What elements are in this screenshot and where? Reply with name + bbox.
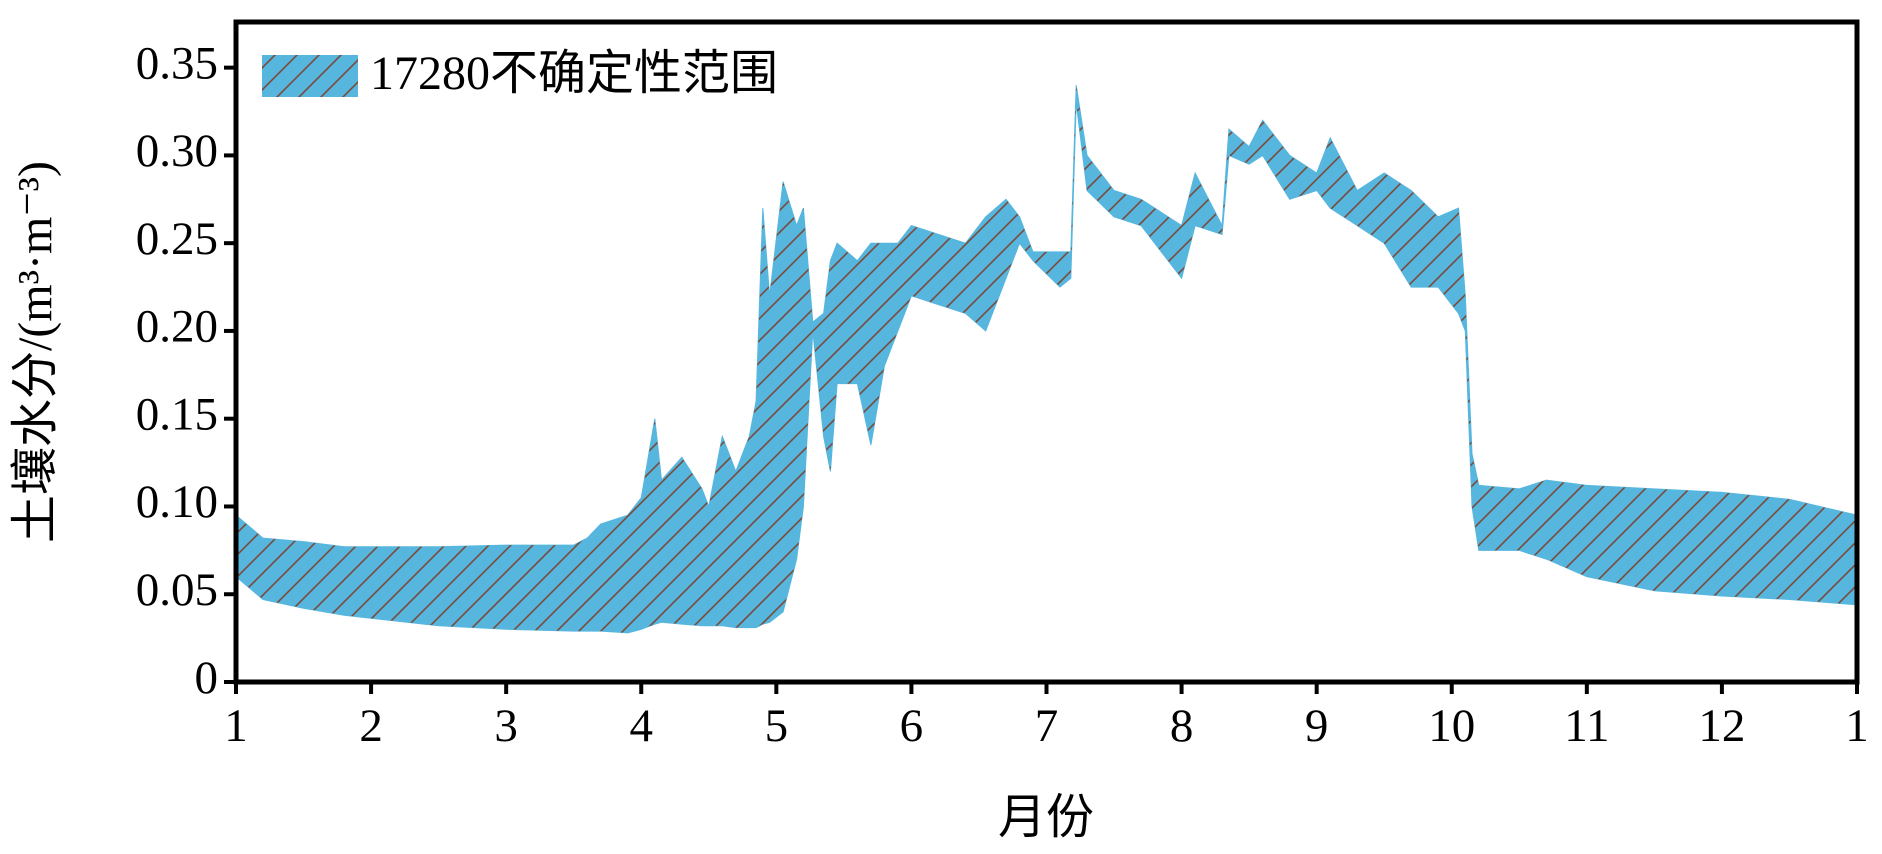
- y-tick-label: 0.15: [136, 388, 218, 440]
- band-hatch: [236, 85, 1857, 633]
- x-tick-label: 10: [1428, 700, 1475, 752]
- y-tick-label: 0.35: [136, 37, 218, 89]
- x-tick-label: 1: [224, 700, 248, 752]
- y-tick-label: 0.10: [136, 476, 218, 528]
- x-tick-label: 3: [494, 700, 518, 752]
- x-tick-label: 12: [1698, 700, 1745, 752]
- x-tick-label: 4: [630, 700, 654, 752]
- x-axis-label: 月份: [998, 791, 1094, 844]
- y-tick-label: 0.20: [136, 301, 218, 353]
- legend-label: 17280不确定性范围: [370, 47, 778, 100]
- y-tick-label: 0.05: [136, 564, 218, 616]
- x-tick-label: 7: [1035, 700, 1059, 752]
- x-tick-label: 1: [1845, 700, 1869, 752]
- y-tick-label: 0.30: [136, 125, 218, 177]
- x-tick-label: 5: [765, 700, 789, 752]
- x-tick-label: 8: [1170, 700, 1194, 752]
- y-axis-label: 土壤水分/(m³·m⁻³): [9, 161, 62, 543]
- x-tick-label: 6: [900, 700, 924, 752]
- plot-area: [235, 85, 1858, 634]
- x-tick-label: 11: [1564, 700, 1609, 752]
- x-tick-label: 2: [359, 700, 383, 752]
- y-tick-label: 0.25: [136, 213, 218, 265]
- legend-hatch: [262, 55, 358, 97]
- y-tick-label: 0: [195, 652, 219, 704]
- x-tick-label: 9: [1305, 700, 1329, 752]
